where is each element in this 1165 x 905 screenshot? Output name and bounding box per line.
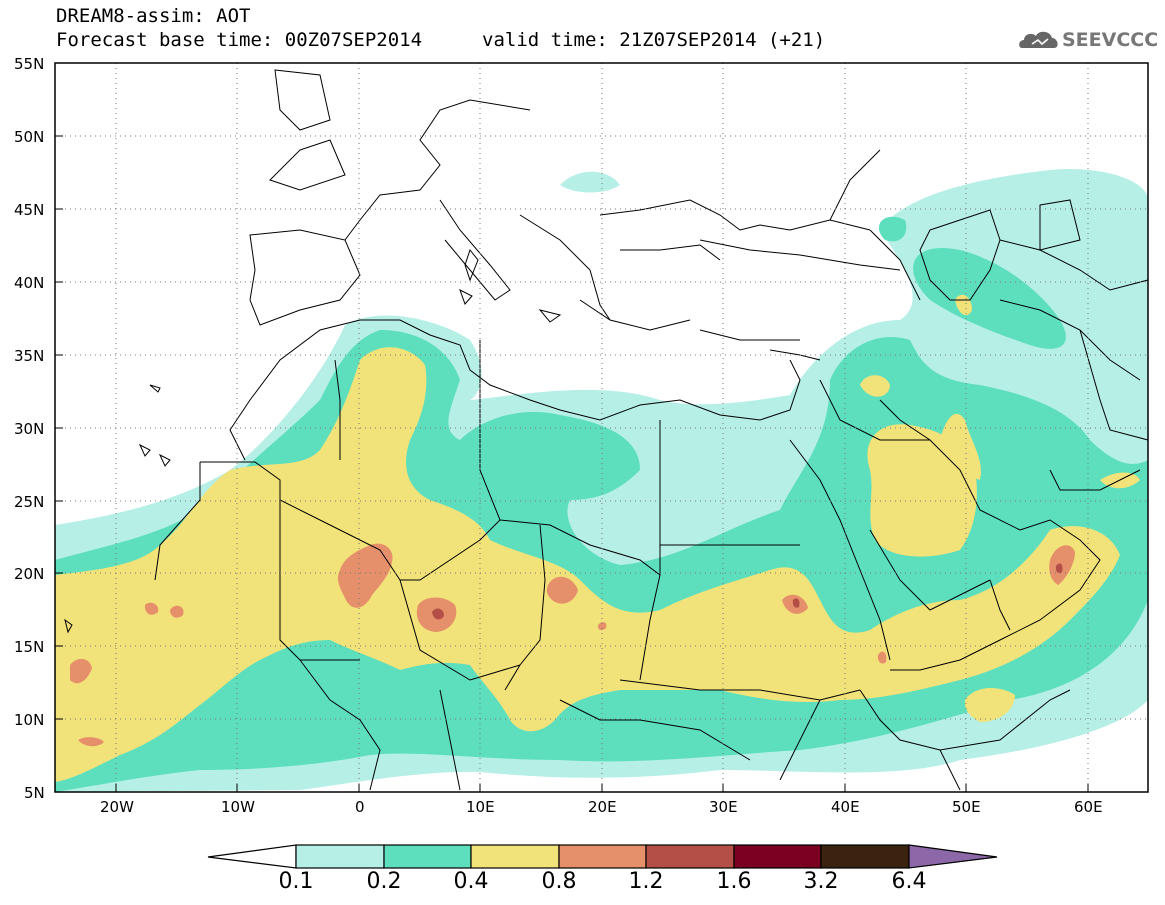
colorbar-swatch xyxy=(645,844,735,869)
country-borders xyxy=(64,69,1148,791)
colorbar-label: 0.2 xyxy=(366,869,402,894)
colorbar-label: 0.8 xyxy=(541,869,577,894)
colorbar-label: 1.6 xyxy=(716,869,752,894)
colorbar-label: 1.2 xyxy=(628,869,664,894)
aot-field xyxy=(55,169,1148,792)
lon-label: 40E xyxy=(831,798,860,816)
valid-time: valid time: 21Z07SEP2014 (+21) xyxy=(482,29,826,51)
lat-label: 15N xyxy=(14,638,45,656)
lat-label: 30N xyxy=(14,420,45,438)
colorbar-swatch xyxy=(383,844,472,869)
lon-label: 30E xyxy=(709,798,738,816)
lat-label: 5N xyxy=(24,784,45,802)
map-title: DREAM8-assim: AOT xyxy=(56,5,251,27)
gridlines xyxy=(55,63,1148,792)
lat-label: 50N xyxy=(14,128,45,146)
lon-label: 20E xyxy=(588,798,617,816)
lat-label: 25N xyxy=(14,493,45,511)
lon-label: 20W xyxy=(100,798,134,816)
lon-label: 10E xyxy=(466,798,495,816)
colorbar-swatch xyxy=(470,844,560,869)
axis-ticks xyxy=(55,135,1089,792)
lat-label: 10N xyxy=(14,711,45,729)
lon-label: 60E xyxy=(1074,798,1103,816)
lon-label: 0 xyxy=(355,798,365,816)
colorbar-label: 0.1 xyxy=(278,869,314,894)
cloud-logo-icon xyxy=(1019,31,1058,48)
colorbar-swatch xyxy=(558,844,647,869)
colorbar-high-arrow xyxy=(908,844,998,869)
lat-label: 45N xyxy=(14,201,45,219)
lat-label: 35N xyxy=(14,347,45,365)
colorbar-label: 6.4 xyxy=(891,869,927,894)
forecast-base-time: Forecast base time: 00Z07SEP2014 xyxy=(56,29,423,51)
colorbar-label: 3.2 xyxy=(803,869,839,894)
lon-label: 10W xyxy=(221,798,255,816)
lon-label: 50E xyxy=(952,798,981,816)
lat-label: 40N xyxy=(14,274,45,292)
colorbar-low-arrow xyxy=(207,844,297,869)
lat-label: 20N xyxy=(14,565,45,583)
colorbar-swatch xyxy=(295,844,385,869)
colorbar-swatch xyxy=(820,844,910,869)
colorbar xyxy=(207,844,998,869)
lat-label: 55N xyxy=(14,55,45,73)
colorbar-swatch xyxy=(733,844,822,869)
colorbar-label: 0.4 xyxy=(453,869,489,894)
logo-text: SEEVCCC xyxy=(1062,29,1159,51)
